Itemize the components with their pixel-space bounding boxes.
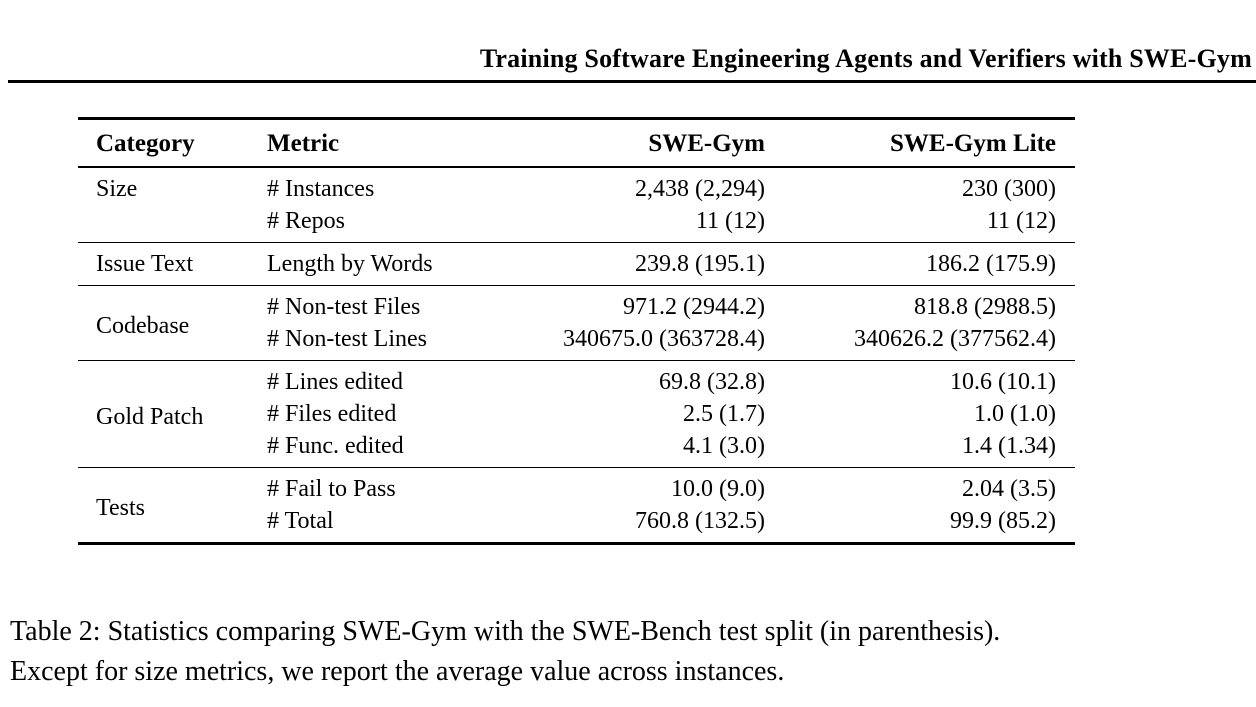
swe-gym-value-cell: 69.8 (32.8) (659, 369, 765, 395)
swe-gym-lite-value-cell: 99.9 (85.2) (950, 508, 1056, 534)
table-header: Category Metric SWE-Gym SWE-Gym Lite (78, 118, 1075, 168)
category-cell: Tests (96, 494, 145, 521)
metric-cell: # Files edited (267, 401, 397, 427)
swe-gym-lite-value-cell: 340626.2 (377562.4) (854, 326, 1056, 352)
swe-gym-value-cell: 11 (12) (695, 208, 765, 234)
table-row: Codebase # Non-test Files 971.2 (2944.2) 81… (78, 286, 1075, 339)
swe-gym-lite-value-cell: 2.04 (3.5) (962, 476, 1056, 502)
swe-gym-lite-value-cell: 230 (300) (962, 176, 1056, 202)
stats-table: Category Metric SWE-Gym SWE-Gym Lite Siz… (78, 117, 1075, 545)
table-section-issue-text: Issue Text Length by Words 239.8 (195.1) 18… (78, 243, 1075, 286)
metric-cell: Length by Words (267, 251, 433, 277)
metric-cell: # Lines edited (267, 369, 403, 395)
table-row: # Non-test Lines 340675.0 (363728.4) 34062… (78, 323, 1075, 361)
metric-cell: # Non-test Lines (267, 326, 427, 352)
swe-gym-value-cell: 971.2 (2944.2) (623, 294, 765, 320)
swe-gym-lite-value-cell: 10.6 (10.1) (950, 369, 1056, 395)
swe-gym-value-cell: 10.0 (9.0) (671, 476, 765, 502)
table-section-gold-patch: Gold Patch # Lines edited 69.8 (32.8) 10.6 … (78, 361, 1075, 468)
swe-gym-value-cell: 4.1 (3.0) (683, 433, 765, 459)
table-row: # Files edited 2.5 (1.7) 1.0 (1.0) (78, 398, 1075, 430)
swe-gym-value-cell: 2.5 (1.7) (683, 401, 765, 427)
table-region: Category Metric SWE-Gym SWE-Gym Lite Siz… (78, 117, 1075, 545)
table-row: # Func. edited 4.1 (3.0) 1.4 (1.34) (78, 430, 1075, 468)
swe-gym-lite-value-cell: 818.8 (2988.5) (914, 294, 1056, 320)
swe-gym-lite-value-cell: 1.4 (1.34) (962, 433, 1056, 459)
swe-gym-value-cell: 760.8 (132.5) (635, 508, 765, 534)
column-header-category: Category (78, 118, 267, 168)
table-row: Issue Text Length by Words 239.8 (195.1) 18… (78, 243, 1075, 286)
table-row: Gold Patch # Lines edited 69.8 (32.8) 10.6 … (78, 361, 1075, 430)
swe-gym-lite-value-cell: 1.0 (1.0) (974, 401, 1056, 427)
metric-cell: # Non-test Files (267, 294, 421, 320)
swe-gym-lite-value-cell: 11 (12) (986, 208, 1056, 234)
table-section-size: Size # Instances 2,438 (2,294) 230 (300) # R… (78, 167, 1075, 243)
table-row: Tests # Fail to Pass 10.0 (9.0) 2.04 (3.5) (78, 468, 1075, 521)
caption-line-1: Table 2: Statistics comparing SWE-Gym wi… (10, 616, 1001, 647)
metric-cell: # Func. edited (267, 433, 404, 459)
swe-gym-value-cell: 239.8 (195.1) (635, 251, 765, 277)
column-header-swe-gym-lite: SWE-Gym Lite (765, 118, 1075, 168)
metric-cell: # Repos (267, 208, 345, 234)
metric-cell: # Total (267, 508, 334, 534)
swe-gym-lite-value-cell: 186.2 (175.9) (926, 251, 1056, 277)
paper-running-header: Training Software Engineering Agents and… (479, 44, 1252, 73)
category-cell: Gold Patch (96, 403, 204, 430)
caption-line-2: Except for size metrics, we report the a… (10, 656, 785, 687)
category-cell: Issue Text (96, 251, 194, 277)
metric-cell: # Fail to Pass (267, 476, 396, 502)
swe-gym-value-cell: 340675.0 (363728.4) (563, 326, 765, 352)
category-cell: Size (96, 176, 138, 202)
table-header-row: Category Metric SWE-Gym SWE-Gym Lite (78, 118, 1075, 168)
column-header-swe-gym: SWE-Gym (525, 118, 765, 168)
category-cell: Codebase (96, 312, 190, 339)
metric-cell: # Instances (267, 176, 375, 202)
page-header-rule (8, 80, 1256, 83)
table-row: Size # Instances 2,438 (2,294) 230 (300) (78, 167, 1075, 205)
table-section-codebase: Codebase # Non-test Files 971.2 (2944.2) 81… (78, 286, 1075, 361)
table-row: # Repos 11 (12) 11 (12) (78, 205, 1075, 243)
table-row: # Total 760.8 (132.5) 99.9 (85.2) (78, 505, 1075, 544)
table-caption: Table 2: Statistics comparing SWE-Gym wi… (10, 612, 1250, 692)
column-header-metric: Metric (267, 118, 525, 168)
swe-gym-value-cell: 2,438 (2,294) (635, 176, 765, 202)
table-section-tests: Tests # Fail to Pass 10.0 (9.0) 2.04 (3.5) #… (78, 468, 1075, 544)
